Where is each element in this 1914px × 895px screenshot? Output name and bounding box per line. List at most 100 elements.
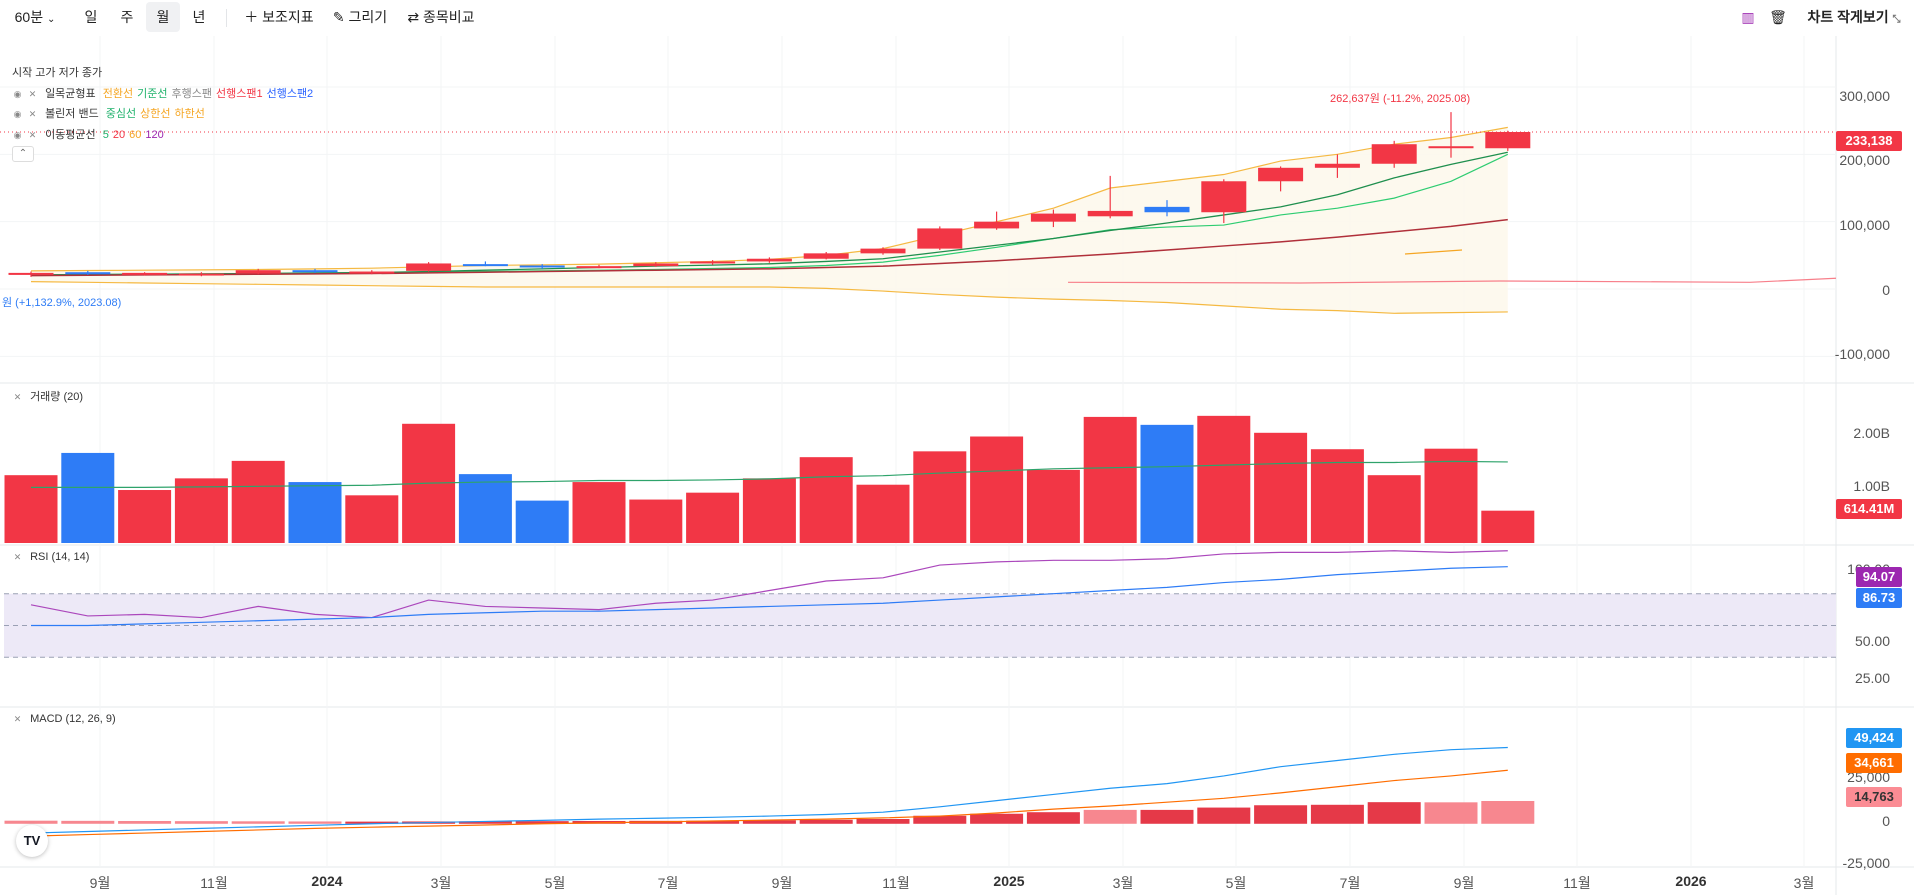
legend-item: 하한선 [174, 108, 205, 120]
rsi-legend: ✕ RSI (14, 14) [12, 551, 93, 563]
price-axis-label: 300,000 [1839, 88, 1890, 104]
chart-canvas[interactable] [0, 36, 1914, 895]
candle-body [349, 271, 395, 274]
candle-body [519, 265, 565, 268]
interval-dropdown[interactable]: 60분 ⌄ [6, 2, 64, 32]
volume-legend: ✕ 거래량 (20) [12, 388, 87, 404]
top-toolbar: 60분 ⌄ 일 주 월 년 ＋ 보조지표 ✎ 그리기 ⇄ 종목비교 ▥ 🗑 차트… [0, 0, 1914, 36]
draw-button[interactable]: ✎ 그리기 [330, 2, 390, 32]
time-axis-label: 5월 [1225, 875, 1247, 891]
compare-button[interactable]: ⇄ 종목비교 [404, 2, 478, 32]
close-icon[interactable]: ✕ [28, 129, 37, 140]
chevron-down-icon: ⌄ [46, 14, 56, 25]
chart-style-icon[interactable]: ▥ [1741, 9, 1755, 25]
candle-body [974, 221, 1020, 229]
plus-icon: ＋ [244, 9, 259, 25]
legend-item: 선행스팬1 [215, 88, 263, 100]
time-axis-label: 3월 [1793, 875, 1815, 891]
eye-icon[interactable]: ◉ [13, 129, 22, 140]
close-icon[interactable]: ✕ [13, 551, 22, 562]
candle-body [292, 270, 338, 273]
macd-histogram-bar [1481, 800, 1535, 824]
candle-body [1258, 167, 1304, 182]
volume-bar [288, 482, 342, 543]
volume-bar [1026, 469, 1080, 543]
volume-axis-label: 2.00B [1853, 425, 1890, 441]
draw-label: 그리기 [348, 9, 388, 25]
bollinger-name: 볼린저 밴드 [45, 108, 99, 120]
volume-bar [1310, 449, 1364, 543]
period-week[interactable]: 주 [120, 9, 134, 25]
volume-label: 거래량 (20) [30, 391, 84, 403]
volume-axis-label: 1.00B [1853, 478, 1890, 494]
close-icon[interactable]: ✕ [28, 108, 37, 119]
time-axis-label: 2026 [1675, 873, 1707, 889]
macd-value-tag: 49,424 [1846, 728, 1902, 748]
ohlc-legend: 시작 고가 저가 종가 [12, 64, 106, 80]
macd-histogram-bar [1083, 809, 1137, 824]
close-icon[interactable]: ✕ [13, 391, 22, 402]
candle-body [917, 228, 963, 249]
macd-series [4, 746, 1535, 837]
trash-icon[interactable]: 🗑 [1769, 9, 1787, 25]
legend-item: 선행스팬2 [266, 88, 314, 100]
macd-axis-label: -25,000 [1842, 855, 1890, 871]
volume-bar [1197, 415, 1251, 543]
rsi-band [4, 593, 1836, 658]
legend-item: 상한선 [140, 108, 171, 120]
volume-tag: 614.41M [1836, 499, 1902, 519]
time-axis-label: 9월 [89, 875, 111, 891]
time-axis-label: 3월 [430, 875, 452, 891]
volume-ma-line [31, 460, 1508, 488]
compact-chart-button[interactable]: 차트 작게보기 ⤡ [1800, 2, 1908, 32]
legend-item: 기준선 [137, 88, 168, 100]
shrink-icon: ⤡ [1892, 14, 1901, 25]
volume-bar [515, 500, 569, 543]
candle-body [576, 266, 622, 269]
ma-legend: ◉ ✕ 이동평균선 5 20 60 120 [12, 126, 172, 142]
rsi-signal-tag: 86.73 [1856, 588, 1902, 608]
macd-histogram-bar [742, 820, 796, 824]
close-icon[interactable]: ✕ [28, 88, 37, 99]
ma-items: 5 20 60 120 [103, 129, 168, 141]
volume-bar [856, 484, 910, 543]
time-axis-label: 11월 [1563, 875, 1591, 891]
legend-item: 중심선 [105, 108, 137, 120]
compare-label: 종목비교 [423, 9, 475, 25]
candle-body [122, 272, 168, 275]
eye-icon[interactable]: ◉ [13, 108, 22, 119]
indicators-button[interactable]: ＋ 보조지표 [240, 2, 318, 32]
macd-hist-tag: 14,763 [1846, 787, 1902, 807]
bollinger-items: 중심선 상한선 하한선 [106, 108, 209, 120]
macd-axis-label: 25,000 [1847, 769, 1890, 785]
time-axis-label: 9월 [1453, 875, 1475, 891]
volume-bar [61, 452, 115, 543]
time-axis-label: 11월 [882, 875, 910, 891]
bollinger-legend: ◉ ✕ 볼린저 밴드 중심선 상한선 하한선 [12, 105, 213, 121]
legend-item: 5 [102, 129, 109, 141]
candle-body [235, 270, 281, 274]
volume-bar [686, 492, 740, 543]
legend-item: 전환선 [102, 88, 134, 100]
volume-bar [458, 474, 512, 543]
macd-histogram-bar [231, 821, 285, 824]
close-icon[interactable]: ✕ [13, 713, 22, 724]
price-axis-label: 100,000 [1839, 217, 1890, 233]
macd-histogram-bar [118, 820, 172, 824]
candle-body [1087, 210, 1133, 217]
eye-icon[interactable]: ◉ [13, 88, 22, 99]
period-month[interactable]: 월 [146, 2, 180, 32]
candle-body [633, 263, 679, 267]
indicator-bands [4, 127, 1836, 658]
candle-body [746, 258, 792, 262]
macd-histogram-bar [1026, 812, 1080, 824]
collapse-legend-button[interactable]: ⌃ [12, 146, 34, 162]
current-price-tag: 233,138 [1836, 131, 1902, 151]
time-axis-label: 2025 [993, 873, 1025, 889]
rsi-label: RSI (14, 14) [30, 551, 90, 563]
time-axis-label: 11월 [200, 875, 228, 891]
period-day[interactable]: 일 [84, 9, 98, 25]
macd-histogram-bar [1424, 802, 1478, 824]
period-year[interactable]: 년 [192, 9, 206, 25]
tradingview-logo[interactable]: TV [16, 825, 48, 857]
